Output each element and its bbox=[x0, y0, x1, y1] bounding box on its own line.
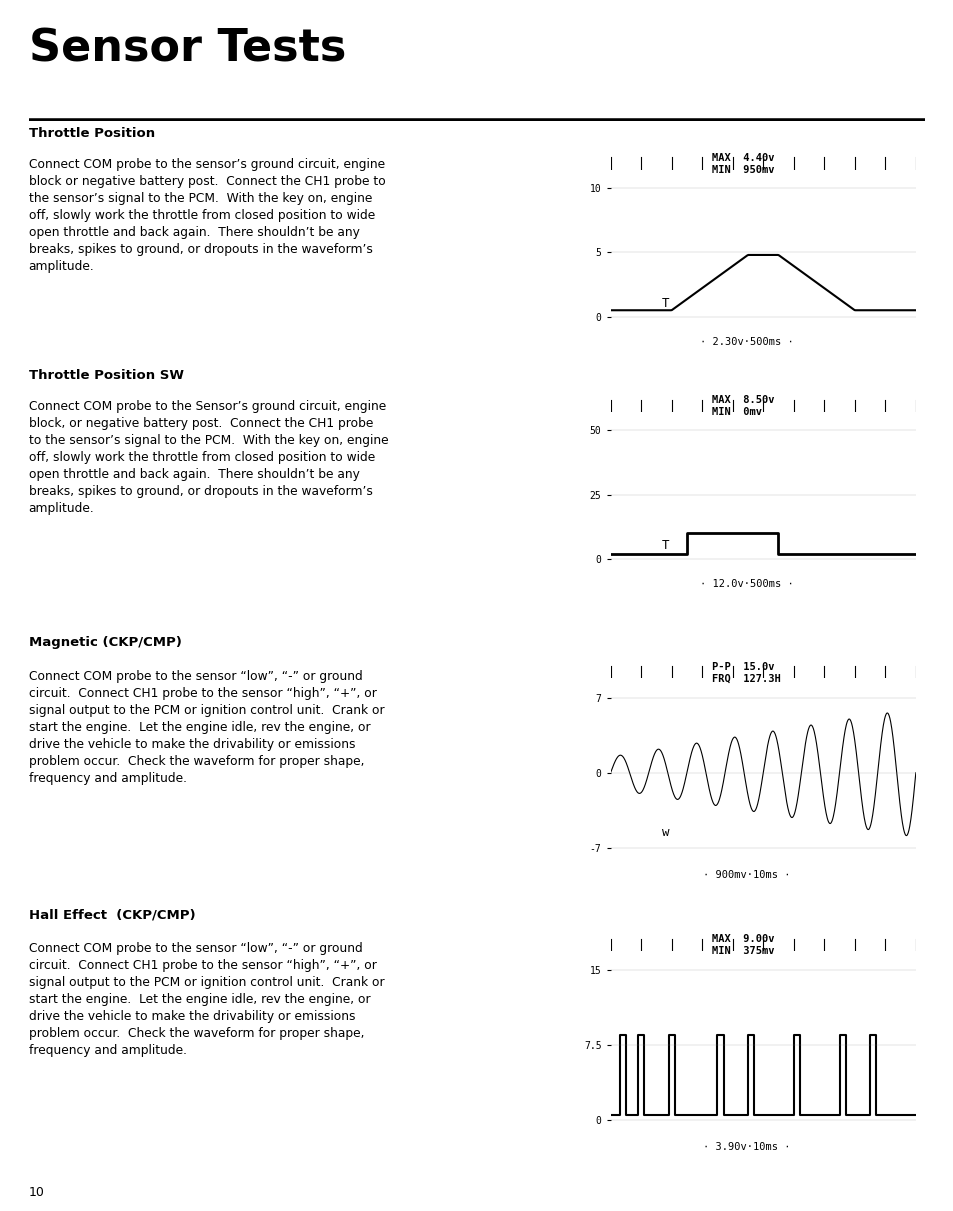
Text: MAX  9.00v
MIN  375mv: MAX 9.00v MIN 375mv bbox=[711, 935, 774, 955]
Text: ⋅ 3.90v·10ms ⋅: ⋅ 3.90v·10ms ⋅ bbox=[702, 1142, 789, 1153]
Text: Connect COM probe to the sensor’s ground circuit, engine
block or negative batte: Connect COM probe to the sensor’s ground… bbox=[29, 157, 385, 272]
Text: Connect COM probe to the sensor “low”, “-” or ground
circuit.  Connect CH1 probe: Connect COM probe to the sensor “low”, “… bbox=[29, 670, 384, 785]
Text: ⋅ 12.0v·500ms ⋅: ⋅ 12.0v·500ms ⋅ bbox=[699, 579, 793, 590]
Text: 10: 10 bbox=[29, 1187, 45, 1199]
Text: MAX  8.50v
MIN  0mv: MAX 8.50v MIN 0mv bbox=[711, 396, 774, 417]
Text: MAX  4.40v
MIN  950mv: MAX 4.40v MIN 950mv bbox=[711, 154, 774, 174]
Text: Sensor Tests: Sensor Tests bbox=[29, 27, 346, 70]
Text: Magnetic (CKP/CMP): Magnetic (CKP/CMP) bbox=[29, 636, 181, 649]
Text: T: T bbox=[661, 297, 669, 310]
Text: ⋅ 2.30v·500ms ⋅: ⋅ 2.30v·500ms ⋅ bbox=[699, 337, 793, 348]
Text: ⋅ 900mv·10ms ⋅: ⋅ 900mv·10ms ⋅ bbox=[702, 869, 789, 880]
Text: P-P  15.0v
FRQ  127.3H: P-P 15.0v FRQ 127.3H bbox=[711, 662, 780, 683]
Text: Throttle Position SW: Throttle Position SW bbox=[29, 369, 183, 383]
Text: Connect COM probe to the sensor “low”, “-” or ground
circuit.  Connect CH1 probe: Connect COM probe to the sensor “low”, “… bbox=[29, 942, 384, 1057]
Text: w: w bbox=[661, 826, 669, 839]
Text: Throttle Position: Throttle Position bbox=[29, 127, 154, 140]
Text: Connect COM probe to the Sensor’s ground circuit, engine
block, or negative batt: Connect COM probe to the Sensor’s ground… bbox=[29, 400, 388, 515]
Text: T: T bbox=[661, 539, 669, 552]
Text: Hall Effect  (CKP/CMP): Hall Effect (CKP/CMP) bbox=[29, 908, 195, 922]
